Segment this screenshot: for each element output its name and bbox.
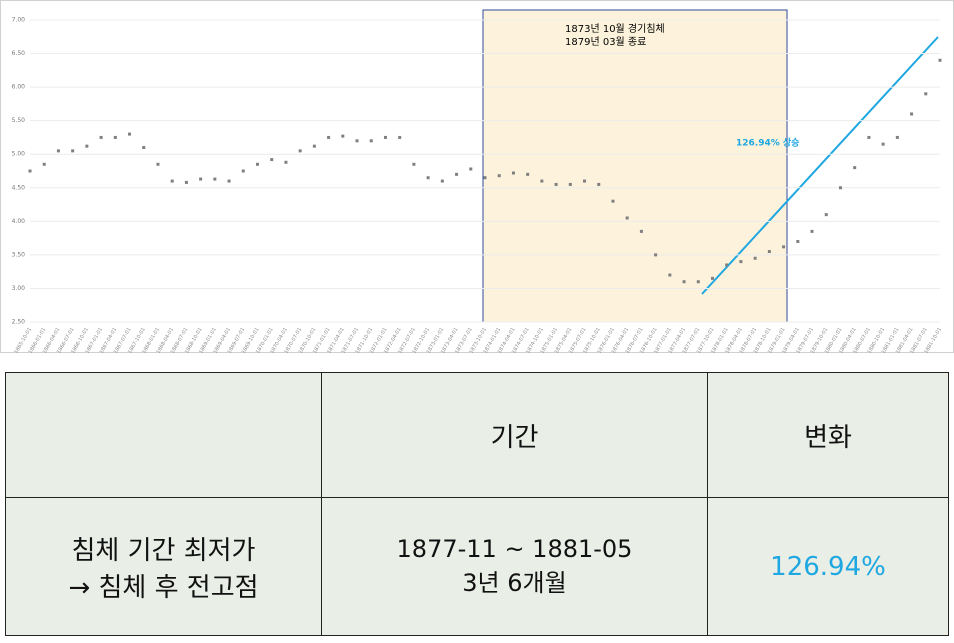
price-marker bbox=[668, 273, 672, 277]
price-marker bbox=[42, 162, 46, 166]
price-marker bbox=[455, 172, 459, 176]
trend-label: 126.94% 상승 bbox=[736, 137, 799, 149]
price-marker bbox=[568, 182, 572, 186]
price-marker bbox=[426, 176, 430, 180]
summary-table: 기간 변화 침체 기간 최저가 → 침체 후 전고점 1877-11 ~ 1881… bbox=[5, 372, 949, 636]
price-marker bbox=[853, 166, 857, 170]
price-marker bbox=[369, 139, 373, 143]
price-marker bbox=[895, 135, 899, 139]
price-marker bbox=[881, 142, 885, 146]
price-marker bbox=[625, 216, 629, 220]
price-marker bbox=[938, 58, 942, 62]
table-header: 변화 bbox=[707, 372, 949, 498]
table-cell: 126.94% bbox=[707, 497, 949, 636]
cell-line: 1877-11 ~ 1881-05 bbox=[396, 535, 633, 563]
cell-line: → 침체 후 전고점 bbox=[68, 572, 259, 603]
price-marker bbox=[696, 280, 700, 284]
price-marker bbox=[128, 132, 132, 136]
y-tick-label: 5.50 bbox=[12, 117, 26, 124]
price-marker bbox=[71, 149, 75, 153]
y-tick-label: 3.50 bbox=[12, 251, 26, 258]
price-marker bbox=[583, 179, 587, 183]
price-marker bbox=[654, 253, 658, 257]
price-marker bbox=[170, 179, 174, 183]
price-marker bbox=[241, 169, 245, 173]
price-marker bbox=[412, 162, 416, 166]
table-cell: 1877-11 ~ 1881-05 3년 6개월 bbox=[321, 497, 708, 636]
y-tick-label: 3.00 bbox=[12, 285, 26, 292]
price-marker bbox=[184, 180, 188, 184]
y-tick-label: 6.00 bbox=[12, 84, 26, 91]
price-marker bbox=[739, 260, 743, 264]
price-marker bbox=[85, 144, 89, 148]
price-marker bbox=[383, 135, 387, 139]
price-marker bbox=[355, 139, 359, 143]
price-marker bbox=[924, 92, 928, 96]
price-marker bbox=[28, 169, 32, 173]
price-marker bbox=[611, 199, 615, 203]
y-tick-label: 4.50 bbox=[12, 184, 26, 191]
price-marker bbox=[227, 179, 231, 183]
price-marker bbox=[767, 250, 771, 254]
price-marker bbox=[156, 162, 160, 166]
price-marker bbox=[497, 174, 501, 178]
price-marker bbox=[725, 263, 729, 267]
price-marker bbox=[327, 135, 331, 139]
chart-frame bbox=[0, 0, 954, 353]
price-marker bbox=[256, 162, 259, 166]
price-marker bbox=[213, 177, 217, 181]
price-marker bbox=[526, 172, 530, 176]
price-marker bbox=[270, 158, 274, 162]
recession-shade bbox=[482, 9, 788, 323]
price-marker bbox=[113, 135, 117, 139]
price-marker bbox=[398, 135, 402, 139]
price-marker bbox=[440, 179, 444, 183]
y-tick-label: 2.50 bbox=[12, 319, 26, 326]
price-marker bbox=[838, 186, 842, 190]
price-marker bbox=[867, 135, 871, 139]
price-marker bbox=[796, 239, 800, 243]
price-marker bbox=[910, 112, 914, 116]
price-marker bbox=[341, 134, 345, 138]
price-marker bbox=[810, 229, 814, 233]
table-cell: 침체 기간 최저가 → 침체 후 전고점 bbox=[5, 497, 322, 636]
price-marker bbox=[824, 213, 828, 217]
chart: 1873년 10월 경기침체 1879년 03월 종료 126.94% 상승 2… bbox=[0, 0, 954, 353]
price-marker bbox=[511, 171, 515, 175]
y-tick-label: 6.50 bbox=[12, 50, 26, 57]
annotation: 1879년 03월 종료 bbox=[565, 36, 646, 48]
cell-line: 3년 6개월 bbox=[462, 569, 567, 597]
table-header: 기간 bbox=[321, 372, 708, 498]
price-marker bbox=[540, 179, 544, 183]
y-tick-label: 7.00 bbox=[12, 17, 26, 24]
price-marker bbox=[298, 149, 302, 153]
price-marker bbox=[99, 135, 103, 139]
price-marker bbox=[682, 280, 686, 284]
price-marker bbox=[469, 167, 473, 171]
price-marker bbox=[312, 144, 316, 148]
price-marker bbox=[554, 182, 558, 186]
price-marker bbox=[284, 160, 288, 164]
trend-line bbox=[701, 36, 939, 295]
price-marker bbox=[483, 176, 487, 180]
price-marker bbox=[782, 245, 786, 249]
annotation: 1873년 10월 경기침체 bbox=[565, 22, 665, 35]
cell-line: 침체 기간 최저가 bbox=[71, 535, 256, 566]
price-marker bbox=[142, 146, 146, 150]
table-cell bbox=[5, 372, 322, 498]
price-marker bbox=[639, 229, 643, 233]
price-marker bbox=[56, 149, 60, 153]
y-tick-label: 4.00 bbox=[12, 218, 26, 225]
price-marker bbox=[199, 177, 203, 181]
price-marker bbox=[753, 256, 757, 260]
price-marker bbox=[711, 276, 714, 280]
y-tick-label: 5.00 bbox=[12, 151, 26, 158]
price-marker bbox=[597, 182, 601, 186]
